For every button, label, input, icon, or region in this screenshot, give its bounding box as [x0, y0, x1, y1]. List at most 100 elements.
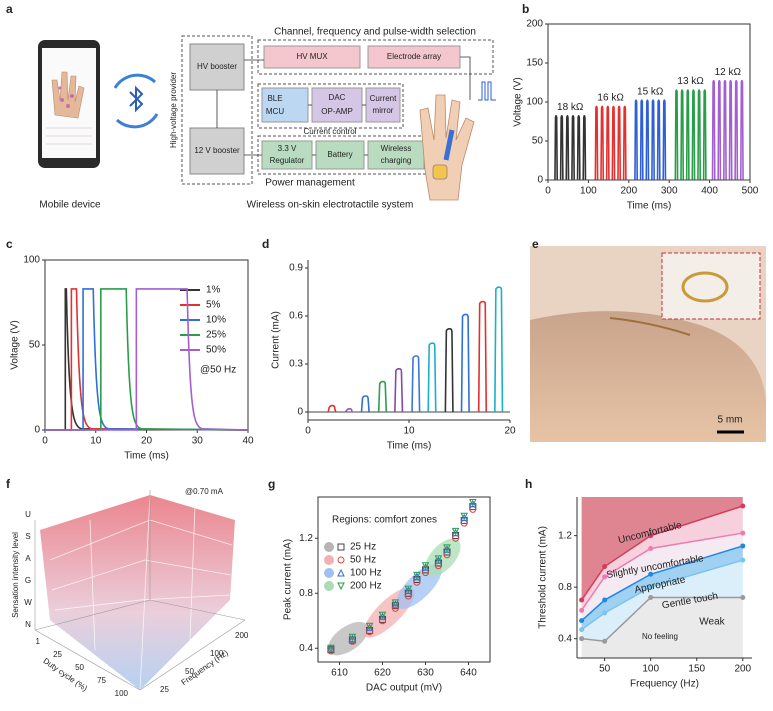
current-pulse — [477, 300, 488, 413]
phone-dots — [58, 86, 74, 108]
point — [327, 644, 335, 653]
band-gentle — [581, 545, 743, 630]
inset — [661, 252, 761, 320]
z-tick-label: A — [25, 554, 31, 563]
x-tick-label: 0 — [545, 186, 551, 197]
block-label: BLE — [267, 94, 282, 103]
current-pulse — [360, 395, 370, 413]
device-patch — [432, 164, 448, 180]
panel-label: e — [532, 237, 539, 251]
bluetooth-icon — [129, 85, 144, 113]
electrode-film — [609, 317, 691, 336]
control-group — [257, 83, 404, 129]
x-tick-label: 640 — [460, 668, 477, 679]
x-tick-label: 25 — [53, 650, 62, 659]
point — [348, 634, 357, 643]
pulse-line — [45, 288, 249, 431]
current-pulse — [344, 408, 354, 413]
pulse — [571, 114, 575, 181]
y-tick-label: 0.8 — [558, 582, 572, 593]
x-axis-label: Time (ms) — [124, 451, 169, 462]
x-axis-label: Time (ms) — [387, 441, 432, 452]
x-tick-label: 30 — [192, 436, 204, 447]
z-tick-label: U — [25, 510, 31, 519]
x-tick-label: 630 — [417, 668, 434, 679]
legend-zone — [324, 568, 334, 578]
pulse — [711, 79, 716, 181]
legend-label: 50% — [206, 345, 226, 356]
panel-label: c — [6, 237, 13, 251]
point — [391, 602, 399, 610]
y-tick-label: 200 — [526, 19, 543, 30]
x-tick-label: 100 — [580, 186, 597, 197]
block-label: High-voltage provider — [169, 72, 178, 148]
x-tick-label: 500 — [742, 186, 759, 197]
pulse — [680, 89, 685, 181]
point — [740, 503, 746, 509]
legend-label: 1% — [206, 285, 221, 296]
x-tick-label: 10 — [90, 436, 102, 447]
point — [365, 622, 374, 631]
point — [602, 564, 608, 570]
y-tick-label: 50 — [185, 667, 194, 676]
block-label: charging — [381, 156, 412, 165]
point — [413, 571, 421, 580]
point — [434, 555, 443, 563]
x-tick-label: 10 — [403, 426, 415, 437]
z-tick-label: W — [24, 598, 32, 607]
inset-electrode — [681, 271, 729, 303]
panel-label: f — [6, 477, 11, 491]
y-axis-label: Peak current (mA) — [283, 539, 294, 620]
pulse-icon — [478, 81, 496, 101]
pulse — [662, 99, 667, 181]
pulse — [685, 89, 690, 181]
y-tick-label: 100 — [210, 649, 224, 658]
point — [421, 562, 430, 570]
point — [579, 597, 585, 603]
caption: Wireless on-skin electrotactile system — [247, 200, 414, 211]
y-axis-label: Threshold current (mA) — [538, 526, 549, 629]
legend-title: Regions: comfort zones — [332, 515, 437, 526]
mcu-box — [261, 87, 309, 123]
pulse-line — [45, 288, 249, 431]
current-pulse — [394, 368, 404, 413]
point — [451, 527, 460, 536]
annotation: @50 Hz — [200, 365, 236, 376]
point — [602, 597, 608, 603]
point — [579, 607, 585, 613]
legend-label: 100 Hz — [350, 568, 382, 579]
finger — [530, 311, 766, 442]
comfort-zone — [424, 538, 461, 577]
x-tick-label: 1 — [36, 637, 41, 646]
y-tick-label: 0 — [297, 407, 303, 418]
point — [648, 571, 654, 577]
point — [337, 568, 345, 577]
y-tick-label: 0 — [537, 175, 543, 186]
point — [579, 618, 585, 624]
z-tick-label: N — [25, 620, 31, 629]
point — [443, 544, 451, 552]
point — [468, 499, 477, 508]
pulse — [622, 105, 627, 181]
threshold-line — [581, 545, 744, 622]
series-label: 13 kΩ — [677, 76, 704, 87]
legend-label: 200 Hz — [350, 581, 382, 592]
sync-arrow — [113, 73, 157, 89]
block-label: Electrode array — [387, 52, 441, 61]
panel-a-art — [38, 35, 496, 201]
point — [421, 563, 430, 571]
region-label: No feeling — [642, 632, 678, 641]
band-uncomfortable — [581, 497, 743, 601]
pulse — [734, 79, 739, 181]
pulse — [576, 114, 581, 181]
z-tick-label: G — [25, 576, 31, 585]
series-label: 12 kΩ — [715, 67, 742, 78]
x-tick-label: 200 — [734, 664, 751, 675]
point — [434, 556, 443, 564]
point — [602, 610, 608, 616]
pulse — [617, 105, 622, 181]
current-pulse — [411, 355, 421, 413]
block-label: Current control — [304, 127, 357, 136]
y-axis-label: Current (mA) — [271, 311, 282, 369]
panel-label: h — [525, 477, 532, 491]
